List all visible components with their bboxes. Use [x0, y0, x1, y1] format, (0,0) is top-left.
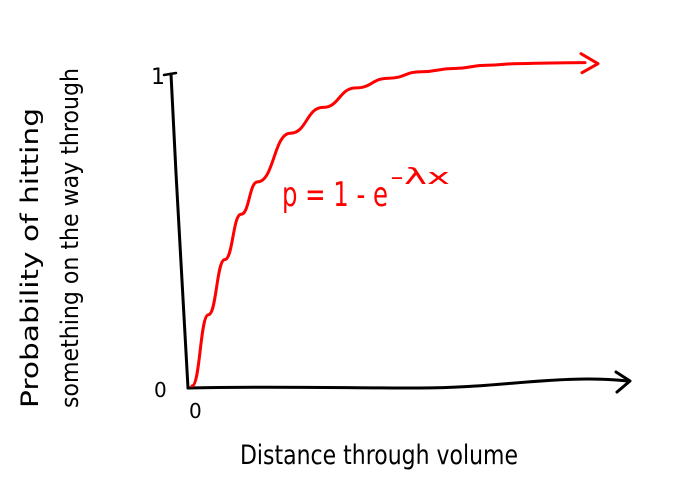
y-axis — [169, 72, 190, 390]
x-axis — [186, 377, 630, 390]
x-tick-label-0: 0 — [189, 399, 202, 423]
formula-exponent: -λx — [390, 165, 450, 190]
series-layer — [190, 52, 600, 388]
x-axis-label: Distance through volume — [240, 440, 518, 471]
formula-annotation: p = 1 - e -λx — [282, 165, 450, 215]
x-axis-arrowhead — [614, 370, 632, 394]
y-tick-label-1: 1 — [151, 65, 165, 90]
series-curve — [190, 61, 587, 388]
y-tick-label-0: 0 — [154, 378, 167, 402]
series-curve-arrowhead — [579, 52, 600, 75]
y-axis-label-line1: Probability of hitting — [16, 108, 44, 408]
axes — [162, 71, 632, 394]
formula-text: p = 1 - e — [282, 175, 388, 215]
y-axis-label-line2: something on the way through — [56, 68, 84, 408]
y-axis-label-group: Probability of hitting something on the … — [16, 68, 84, 408]
y-axis-top-tick — [162, 71, 178, 77]
